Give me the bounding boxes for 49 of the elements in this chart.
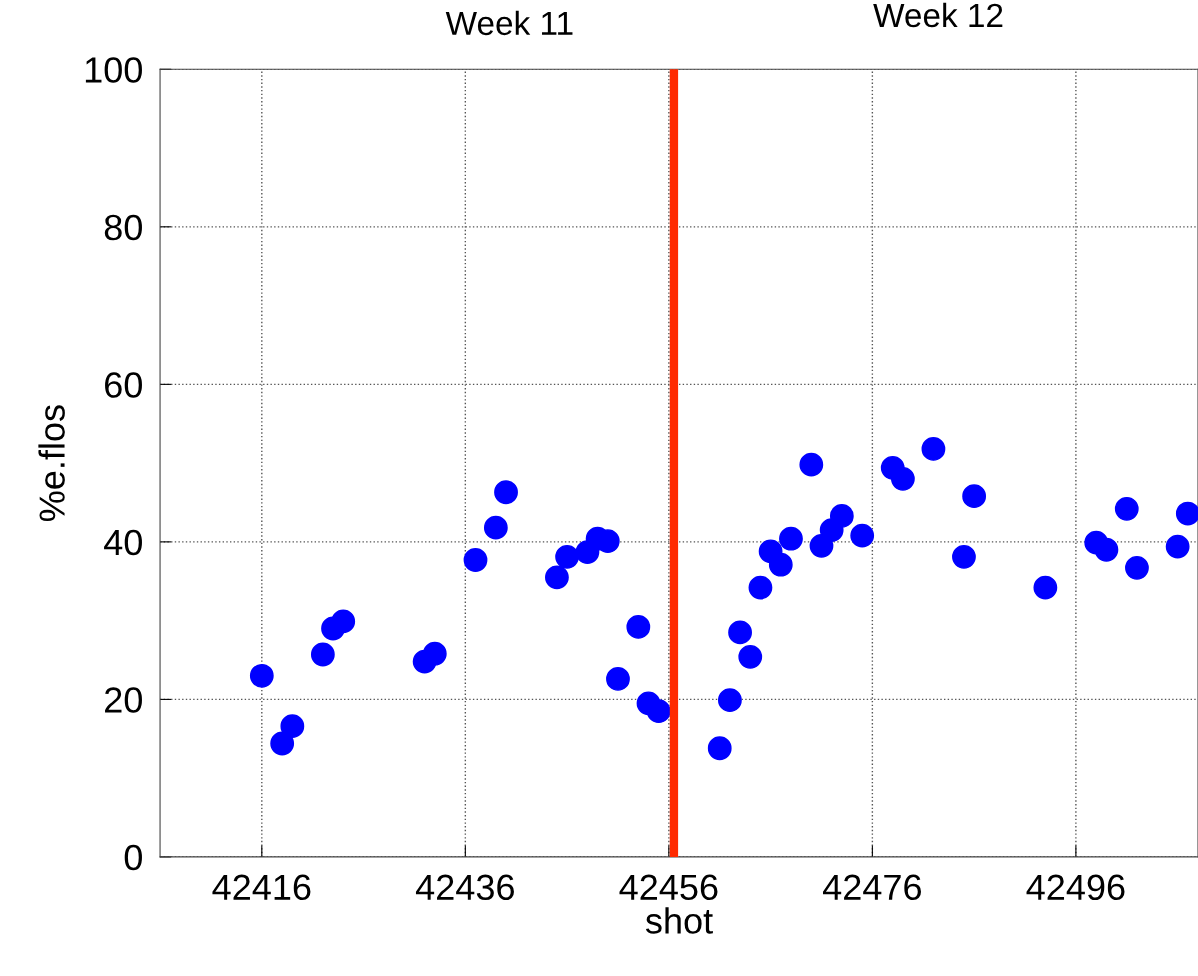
point: [1175, 501, 1198, 526]
x-tick-label: 42496: [1026, 874, 1125, 901]
point: [718, 688, 742, 713]
point: [748, 575, 773, 600]
point: [494, 480, 518, 505]
point: [483, 515, 508, 540]
point: [1033, 575, 1058, 600]
point: [829, 503, 854, 528]
x-tick-label: 42436: [415, 874, 514, 901]
point: [1165, 534, 1190, 559]
point: [331, 609, 356, 634]
point: [249, 663, 274, 688]
x-axis-title: shot: [645, 907, 713, 934]
point: [779, 526, 803, 551]
y-tick-label: 60: [105, 372, 142, 398]
point: [545, 565, 569, 590]
point: [1094, 537, 1119, 562]
point: [891, 466, 915, 491]
point: [646, 699, 671, 724]
y-tick-label: 40: [104, 529, 142, 556]
text: Week 12: [873, 2, 1003, 28]
point: [921, 437, 946, 461]
point: [728, 620, 752, 645]
point: [707, 736, 732, 761]
point: [962, 484, 987, 509]
point: [1114, 496, 1139, 521]
text: Week 11: [445, 10, 573, 36]
point: [422, 641, 447, 666]
point: [555, 544, 579, 569]
point: [310, 642, 335, 667]
point: [280, 714, 305, 739]
y-tick-label: 20: [105, 687, 142, 713]
point: [850, 523, 875, 548]
point: [738, 644, 763, 669]
point: [768, 552, 793, 577]
y-axis-title: %e.flos: [38, 405, 65, 522]
point: [799, 452, 824, 477]
y-tick-label: 100: [85, 57, 142, 83]
point: [463, 548, 488, 572]
x-tick-label: 42416: [212, 874, 311, 901]
point: [606, 667, 630, 691]
y-tick-label: 80: [104, 214, 142, 241]
point: [270, 731, 295, 756]
y-tick-label: 0: [124, 844, 142, 871]
point: [952, 544, 976, 569]
x-tick-label: 42456: [619, 874, 718, 901]
point: [1125, 555, 1149, 580]
x-tick-label: 42476: [823, 874, 921, 901]
point: [626, 615, 651, 639]
